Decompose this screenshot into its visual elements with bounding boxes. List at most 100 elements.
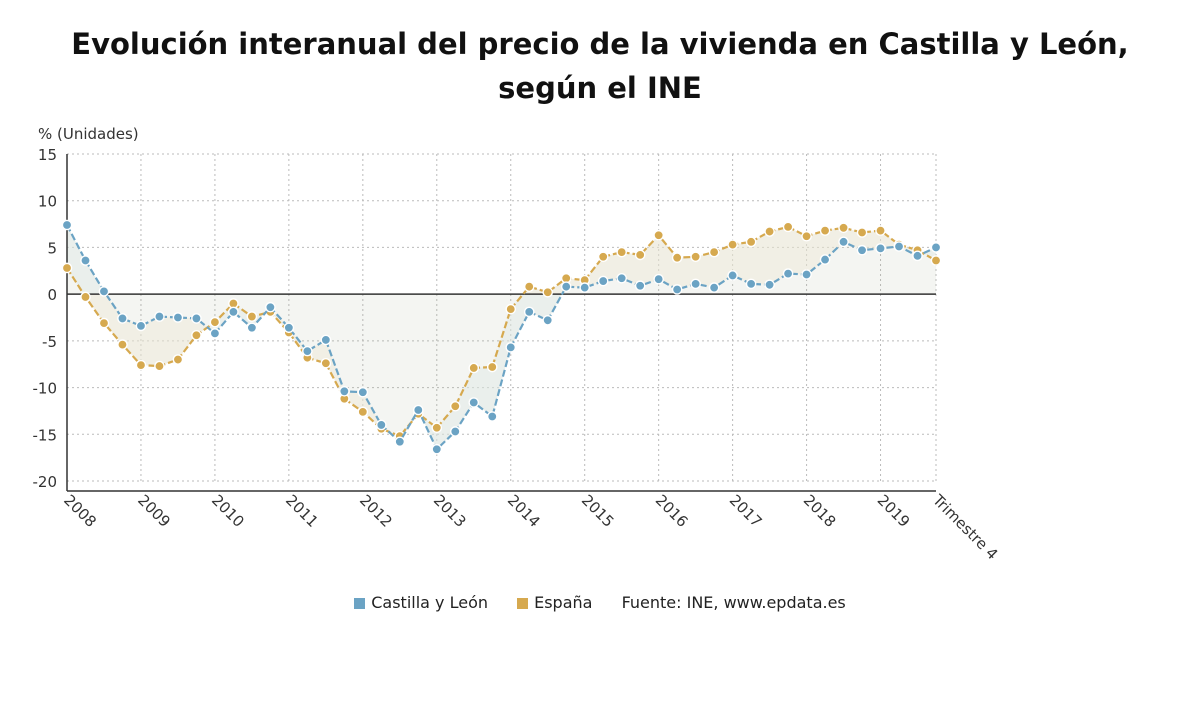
espana-point bbox=[671, 252, 683, 264]
espana-point bbox=[727, 239, 738, 250]
legend-swatch-espana bbox=[517, 598, 529, 609]
castilla-point bbox=[339, 386, 350, 397]
espana-point bbox=[505, 303, 517, 315]
x-tick-label: 2009 bbox=[134, 491, 174, 531]
espana-point bbox=[930, 255, 942, 266]
legend-label-castilla: Castilla y León bbox=[371, 593, 489, 612]
x-tick-label: 2013 bbox=[430, 491, 470, 531]
castilla-point bbox=[209, 328, 221, 339]
castilla-point bbox=[412, 404, 424, 416]
espana-point bbox=[209, 316, 221, 328]
espana-point bbox=[523, 281, 535, 292]
castilla-point bbox=[671, 284, 683, 295]
castilla-point bbox=[246, 322, 258, 334]
castilla-point bbox=[283, 322, 295, 334]
y-tick-label: -5 bbox=[42, 333, 57, 351]
castilla-point bbox=[801, 269, 812, 280]
y-tick-label: 10 bbox=[38, 193, 57, 211]
castilla-point bbox=[560, 281, 572, 292]
castilla-point bbox=[486, 411, 498, 422]
y-axis-label: % (Unidades) bbox=[38, 125, 139, 143]
castilla-point bbox=[505, 342, 517, 353]
castilla-point bbox=[764, 279, 775, 291]
espana-point bbox=[80, 291, 91, 303]
espana-point bbox=[819, 225, 831, 236]
espana-point bbox=[708, 246, 720, 258]
castilla-point bbox=[727, 270, 738, 281]
espana-point bbox=[875, 225, 886, 236]
castilla-point bbox=[708, 282, 720, 293]
castilla-point bbox=[597, 275, 609, 287]
y-tick-label: 15 bbox=[38, 146, 57, 164]
espana-point bbox=[486, 361, 498, 373]
castilla-point bbox=[80, 255, 91, 266]
y-tick-label: -20 bbox=[33, 473, 58, 491]
castilla-point bbox=[745, 278, 757, 290]
y-tick-label: 5 bbox=[47, 239, 57, 257]
castilla-point bbox=[893, 241, 905, 252]
castilla-point bbox=[228, 306, 239, 318]
castilla-point bbox=[117, 313, 128, 324]
espana-point bbox=[135, 359, 147, 371]
chart-title: Evolución interanual del precio de la vi… bbox=[0, 22, 1200, 110]
espana-point bbox=[191, 329, 202, 341]
x-tick-label: 2012 bbox=[356, 491, 396, 531]
y-tick-label: -10 bbox=[33, 380, 58, 398]
castilla-point bbox=[523, 306, 535, 318]
castilla-point bbox=[357, 386, 369, 398]
castilla-point bbox=[135, 320, 147, 332]
espana-point bbox=[320, 357, 332, 369]
legend: Castilla y León España Fuente: INE, www.… bbox=[0, 592, 1200, 612]
castilla-point bbox=[542, 315, 554, 326]
castilla-point bbox=[431, 443, 443, 455]
espana-point bbox=[98, 317, 110, 329]
castilla-point bbox=[265, 301, 276, 313]
castilla-point bbox=[376, 419, 387, 431]
espana-point bbox=[154, 360, 165, 372]
espana-point bbox=[468, 362, 480, 374]
legend-item-espana[interactable]: España bbox=[517, 593, 592, 612]
castilla-point bbox=[930, 242, 942, 253]
chart-title-line-1: Evolución interanual del precio de la vi… bbox=[71, 27, 1129, 61]
castilla-point bbox=[856, 244, 868, 256]
espana-point bbox=[431, 422, 443, 434]
castilla-point bbox=[616, 272, 627, 284]
espana-point bbox=[745, 236, 757, 248]
x-tick-label: 2010 bbox=[208, 491, 248, 531]
castilla-point bbox=[838, 236, 849, 248]
espana-point bbox=[61, 262, 73, 274]
espana-point bbox=[616, 246, 627, 258]
espana-point bbox=[838, 222, 849, 234]
espana-point bbox=[246, 311, 258, 322]
castilla-point bbox=[653, 273, 664, 285]
castilla-point bbox=[819, 254, 831, 265]
castilla-point bbox=[191, 313, 202, 324]
x-tick-label: 2019 bbox=[874, 491, 914, 531]
espana-point bbox=[449, 400, 461, 412]
y-tick-label: 0 bbox=[47, 286, 57, 304]
castilla-point bbox=[449, 426, 461, 437]
legend-item-castilla[interactable]: Castilla y León bbox=[354, 593, 488, 612]
chart-title-line-2: según el INE bbox=[498, 71, 702, 105]
castilla-point bbox=[579, 282, 591, 293]
castilla-point bbox=[468, 397, 480, 408]
castilla-point bbox=[154, 311, 165, 322]
x-tick-label: 2016 bbox=[652, 491, 692, 531]
x-tick-label: Trimestre 4 bbox=[928, 490, 1001, 563]
espana-point bbox=[764, 226, 775, 237]
castilla-point bbox=[320, 334, 332, 346]
x-tick-label: 2017 bbox=[726, 491, 766, 531]
axis-layer bbox=[66, 154, 936, 492]
castilla-point bbox=[782, 268, 794, 279]
source-note: Fuente: INE, www.epdata.es bbox=[621, 593, 846, 612]
espana-point bbox=[690, 251, 701, 263]
espana-point bbox=[856, 227, 868, 238]
castilla-point bbox=[394, 436, 406, 448]
espana-point bbox=[542, 286, 554, 298]
series-gap-area bbox=[67, 225, 936, 450]
espana-point bbox=[653, 229, 664, 241]
espana-point bbox=[782, 221, 794, 233]
castilla-point bbox=[690, 278, 701, 290]
espana-point bbox=[357, 406, 369, 418]
